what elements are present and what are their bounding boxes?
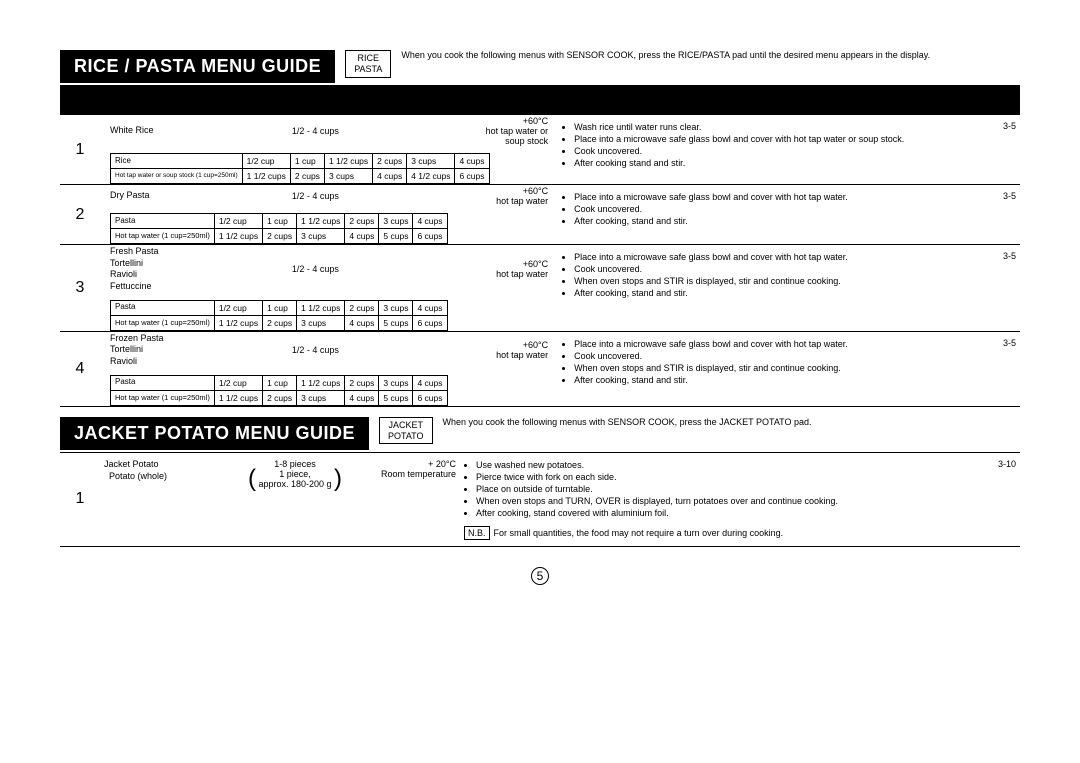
table-row: 1 Jacket Potato Potato (whole) 1-8 piece… (60, 452, 1020, 546)
food-name: Fresh Pasta Tortellini Ravioli Fettuccin… (100, 245, 291, 294)
pad-label-rice-pasta: RICE PASTA (345, 50, 391, 78)
row-number: 4 (60, 331, 100, 406)
procedure: Wash rice until water runs clear. Place … (558, 115, 970, 185)
start-temp: + 20°C Room temperature (360, 452, 460, 546)
standing-time: 3-5 (970, 245, 1020, 332)
standing-time: 3-5 (970, 331, 1020, 406)
table-row: 2 Dry Pasta 1/2 - 4 cups +60°C hot tap w… (60, 185, 1020, 245)
row-number: 3 (60, 245, 100, 332)
quantity: 1/2 - 4 cups (291, 245, 418, 294)
table-header-black-1 (60, 85, 1020, 115)
section-intro-rice-pasta: When you cook the following menus with S… (401, 50, 1020, 62)
section-intro-jacket-potato: When you cook the following menus with S… (443, 417, 1020, 429)
quantity: 1-8 pieces ( 1 piece, approx. 180-200 g … (230, 452, 360, 546)
table-row: 4 Frozen Pasta Tortellini Ravioli 1/2 - … (60, 331, 1020, 406)
standing-time: 3-10 (970, 452, 1020, 546)
procedure: Place into a microwave safe glass bowl a… (558, 185, 970, 245)
section-header-jacket-potato: JACKET POTATO MENU GUIDE JACKET POTATO W… (60, 417, 1020, 450)
start-temp: +60°C hot tap water (418, 245, 558, 294)
section-header-rice-pasta: RICE / PASTA MENU GUIDE RICE PASTA When … (60, 50, 1020, 83)
procedure: Use washed new potatoes. Pierce twice wi… (460, 452, 970, 546)
sub-table: Pasta 1/2 cup 1 cup 1 1/2 cups 2 cups 3 … (110, 300, 448, 331)
standing-time: 3-5 (970, 185, 1020, 245)
section-title-rice-pasta: RICE / PASTA MENU GUIDE (60, 50, 335, 83)
sub-table: Pasta 1/2 cup 1 cup 1 1/2 cups 2 cups 3 … (110, 213, 448, 244)
row-number: 2 (60, 185, 100, 245)
procedure: Place into a microwave safe glass bowl a… (558, 331, 970, 406)
standing-time: 3-5 (970, 115, 1020, 185)
jacket-potato-table: 1 Jacket Potato Potato (whole) 1-8 piece… (60, 452, 1020, 547)
nb-note: N.B.For small quantities, the food may n… (464, 526, 966, 540)
section-title-jacket-potato: JACKET POTATO MENU GUIDE (60, 417, 369, 450)
food-name: Dry Pasta (100, 185, 291, 207)
table-row: 3 Fresh Pasta Tortellini Ravioli Fettucc… (60, 245, 1020, 332)
sub-table: Rice 1/2 cup 1 cup 1 1/2 cups 2 cups 3 c… (110, 153, 490, 184)
food-name: Frozen Pasta Tortellini Ravioli (100, 332, 291, 369)
quantity: 1/2 - 4 cups (291, 115, 418, 147)
quantity: 1/2 - 4 cups (291, 185, 418, 207)
table-row: 1 White Rice 1/2 - 4 cups +60°C hot tap … (60, 115, 1020, 185)
start-temp: +60°C hot tap water (418, 332, 558, 369)
start-temp: +60°C hot tap water or soup stock (418, 115, 558, 147)
start-temp: +60°C hot tap water (418, 185, 558, 207)
sub-table: Pasta 1/2 cup 1 cup 1 1/2 cups 2 cups 3 … (110, 375, 448, 406)
quantity: 1/2 - 4 cups (291, 332, 418, 369)
procedure: Place into a microwave safe glass bowl a… (558, 245, 970, 332)
pad-label-jacket-potato: JACKET POTATO (379, 417, 433, 445)
page: RICE / PASTA MENU GUIDE RICE PASTA When … (0, 0, 1080, 605)
row-number: 1 (60, 115, 100, 185)
rice-pasta-table: 1 White Rice 1/2 - 4 cups +60°C hot tap … (60, 115, 1020, 407)
page-number: 5 (60, 567, 1020, 585)
food-name: White Rice (100, 115, 291, 147)
row-number: 1 (60, 452, 100, 546)
food-name: Jacket Potato Potato (whole) (100, 452, 230, 546)
